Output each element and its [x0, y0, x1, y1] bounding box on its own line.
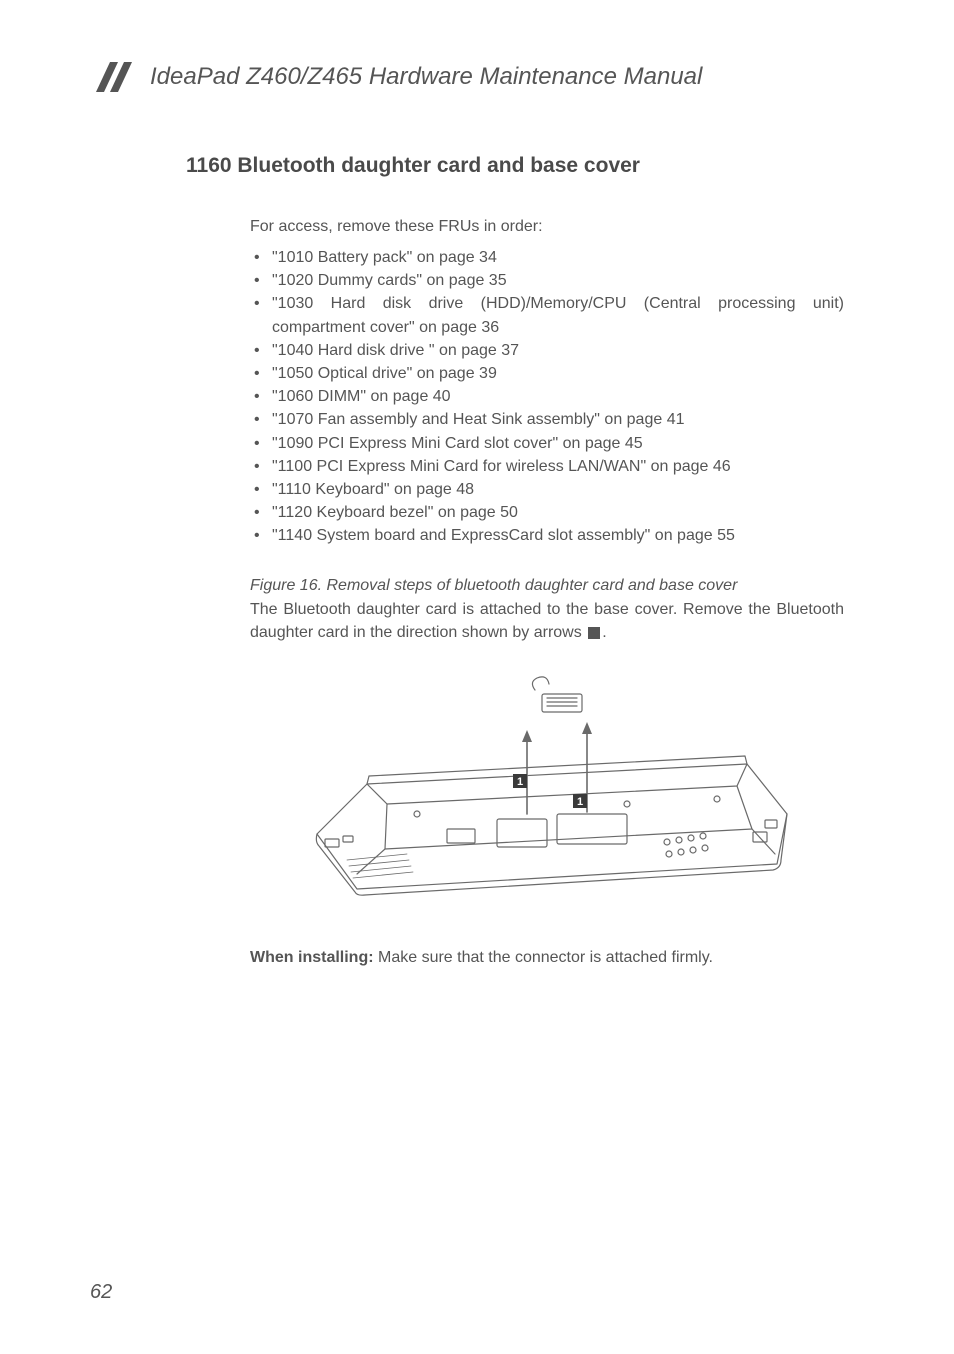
base-cover-diagram: 1 1: [250, 664, 844, 929]
body-content: For access, remove these FRUs in order: …: [250, 218, 844, 967]
list-item: "1040 Hard disk drive " on page 37: [250, 339, 844, 362]
list-item: "1060 DIMM" on page 40: [250, 385, 844, 408]
fru-list: "1010 Battery pack" on page 34 "1020 Dum…: [250, 246, 844, 547]
figure-description: The Bluetooth daughter card is attached …: [250, 599, 844, 644]
figure-desc-after: .: [602, 624, 606, 641]
lenovo-slashes-icon: [90, 60, 138, 94]
install-label: When installing:: [250, 949, 374, 966]
list-item: "1120 Keyboard bezel" on page 50: [250, 501, 844, 524]
list-item: "1140 System board and ExpressCard slot …: [250, 524, 844, 547]
install-note: When installing: Make sure that the conn…: [250, 949, 844, 967]
svg-text:1: 1: [517, 776, 523, 788]
list-item: "1010 Battery pack" on page 34: [250, 246, 844, 269]
install-text: Make sure that the connector is attached…: [374, 949, 713, 966]
list-item: "1020 Dummy cards" on page 35: [250, 269, 844, 292]
figure-caption: Figure 16. Removal steps of bluetooth da…: [250, 577, 844, 595]
manual-title: IdeaPad Z460/Z465 Hardware Maintenance M…: [150, 63, 702, 91]
intro-text: For access, remove these FRUs in order:: [250, 218, 844, 236]
list-item: "1110 Keyboard" on page 48: [250, 478, 844, 501]
list-item: "1090 PCI Express Mini Card slot cover" …: [250, 432, 844, 455]
page-number: 62: [90, 1281, 112, 1304]
arrow-marker-icon: [588, 627, 600, 639]
section-title: 1160 Bluetooth daughter card and base co…: [186, 154, 864, 178]
svg-text:1: 1: [577, 796, 583, 808]
list-item: "1030 Hard disk drive (HDD)/Memory/CPU (…: [250, 292, 844, 338]
list-item: "1070 Fan assembly and Heat Sink assembl…: [250, 408, 844, 431]
list-item: "1050 Optical drive" on page 39: [250, 362, 844, 385]
page-header: IdeaPad Z460/Z465 Hardware Maintenance M…: [90, 60, 864, 94]
list-item: "1100 PCI Express Mini Card for wireless…: [250, 455, 844, 478]
figure-desc-text: The Bluetooth daughter card is attached …: [250, 601, 844, 640]
